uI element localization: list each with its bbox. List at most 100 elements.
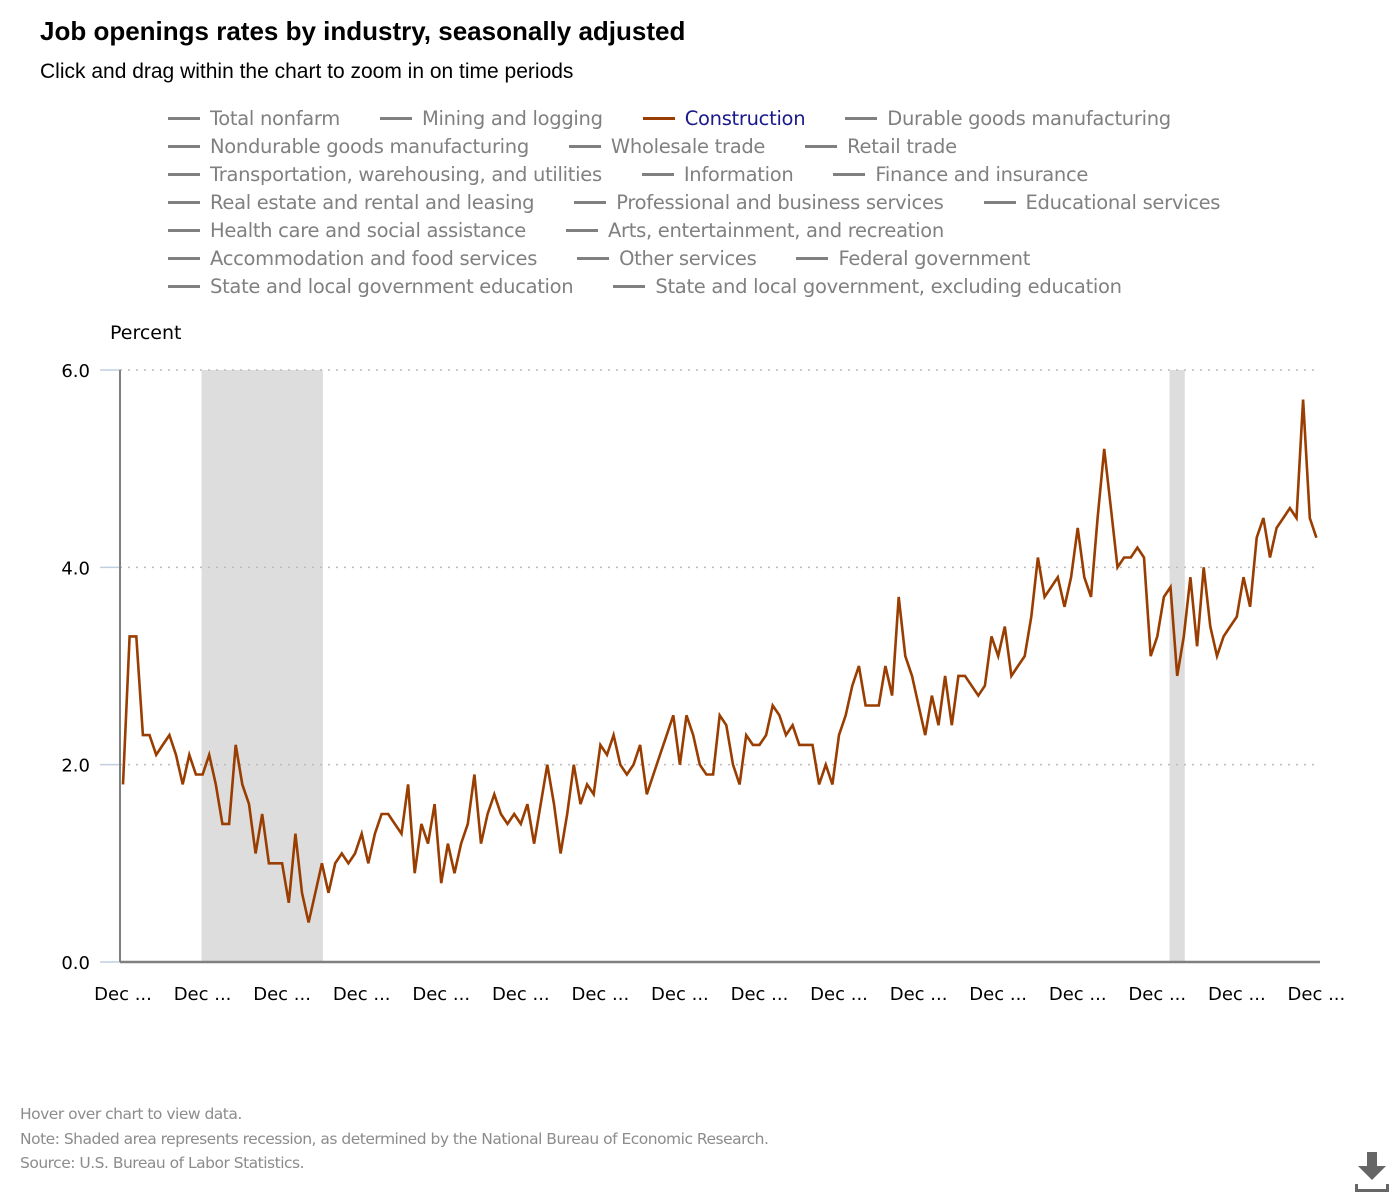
data-point[interactable] — [478, 841, 484, 847]
data-point[interactable] — [538, 801, 544, 807]
data-point[interactable] — [703, 772, 709, 778]
data-point[interactable] — [650, 772, 656, 778]
data-point[interactable] — [783, 732, 789, 738]
data-point[interactable] — [730, 762, 736, 768]
data-point[interactable] — [564, 811, 570, 817]
data-point[interactable] — [902, 653, 908, 659]
legend-item-accommodation-and-food-services[interactable]: Accommodation and food services — [168, 247, 537, 270]
data-point[interactable] — [617, 762, 623, 768]
data-point[interactable] — [670, 712, 676, 718]
data-point[interactable] — [1274, 525, 1280, 531]
legend-item-state-and-local-government-excluding-education[interactable]: State and local government, excluding ed… — [613, 275, 1122, 298]
legend-item-real-estate-and-rental-and-leasing[interactable]: Real estate and rental and leasing — [168, 191, 535, 214]
legend-item-health-care-and-social-assistance[interactable]: Health care and social assistance — [168, 219, 526, 242]
data-point[interactable] — [379, 811, 385, 817]
legend-item-transportation-warehousing-and-utilities[interactable]: Transportation, warehousing, and utiliti… — [168, 163, 602, 186]
data-point[interactable] — [1174, 673, 1180, 679]
data-point[interactable] — [213, 781, 219, 787]
data-point[interactable] — [286, 900, 292, 906]
data-point[interactable] — [756, 742, 762, 748]
data-point[interactable] — [385, 811, 391, 817]
data-point[interactable] — [869, 702, 875, 708]
data-point[interactable] — [432, 801, 438, 807]
data-point[interactable] — [120, 781, 126, 787]
data-point[interactable] — [684, 712, 690, 718]
data-point[interactable] — [352, 850, 358, 856]
data-point[interactable] — [1221, 633, 1227, 639]
data-point[interactable] — [292, 831, 298, 837]
legend-item-nondurable-goods-manufacturing[interactable]: Nondurable goods manufacturing — [168, 135, 529, 158]
data-point[interactable] — [359, 831, 365, 837]
data-point[interactable] — [1035, 554, 1041, 560]
data-point[interactable] — [624, 772, 630, 778]
data-point[interactable] — [942, 673, 948, 679]
data-point[interactable] — [1247, 604, 1253, 610]
data-point[interactable] — [345, 860, 351, 866]
data-point[interactable] — [485, 811, 491, 817]
data-point[interactable] — [1240, 574, 1246, 580]
data-point[interactable] — [1134, 545, 1140, 551]
legend-item-construction[interactable]: Construction — [642, 107, 806, 130]
data-point[interactable] — [677, 762, 683, 768]
data-point[interactable] — [1194, 643, 1200, 649]
legend-item-durable-goods-manufacturing[interactable]: Durable goods manufacturing — [845, 107, 1171, 130]
data-point[interactable] — [405, 781, 411, 787]
data-point[interactable] — [1068, 574, 1074, 580]
data-point[interactable] — [1095, 515, 1101, 521]
legend-item-arts-entertainment-and-recreation[interactable]: Arts, entertainment, and recreation — [565, 219, 944, 242]
data-point[interactable] — [929, 693, 935, 699]
data-point[interactable] — [1307, 515, 1313, 521]
data-point[interactable] — [1260, 515, 1266, 521]
data-point[interactable] — [1187, 574, 1193, 580]
data-point[interactable] — [233, 742, 239, 748]
data-point[interactable] — [710, 772, 716, 778]
data-point[interactable] — [180, 781, 186, 787]
legend-item-mining-and-logging[interactable]: Mining and logging — [379, 107, 603, 130]
data-point[interactable] — [1227, 624, 1233, 630]
data-point[interactable] — [770, 702, 776, 708]
line-chart[interactable]: Percent Dec ... Dec ... Dec ... Dec ... Dec … — [0, 310, 1400, 1030]
data-point[interactable] — [1048, 584, 1054, 590]
data-point[interactable] — [982, 683, 988, 689]
data-point[interactable] — [1061, 604, 1067, 610]
data-point[interactable] — [326, 890, 332, 896]
data-point[interactable] — [1108, 505, 1114, 511]
data-point[interactable] — [571, 762, 577, 768]
data-point[interactable] — [1022, 653, 1028, 659]
data-point[interactable] — [836, 732, 842, 738]
data-point[interactable] — [975, 693, 981, 699]
data-point[interactable] — [206, 752, 212, 758]
data-point[interactable] — [829, 781, 835, 787]
data-point[interactable] — [266, 860, 272, 866]
data-point[interactable] — [524, 801, 530, 807]
data-point[interactable] — [737, 781, 743, 787]
data-point[interactable] — [644, 791, 650, 797]
data-point[interactable] — [1015, 663, 1021, 669]
data-point[interactable] — [140, 732, 146, 738]
data-point[interactable] — [1201, 564, 1207, 570]
data-point[interactable] — [1101, 446, 1107, 452]
data-point[interactable] — [127, 633, 133, 639]
data-point[interactable] — [922, 732, 928, 738]
data-point[interactable] — [491, 791, 497, 797]
data-point[interactable] — [312, 890, 318, 896]
data-point[interactable] — [438, 880, 444, 886]
data-point[interactable] — [160, 742, 166, 748]
data-point[interactable] — [896, 594, 902, 600]
data-point[interactable] — [690, 732, 696, 738]
data-point[interactable] — [392, 821, 398, 827]
legend-item-total-nonfarm[interactable]: Total nonfarm — [168, 107, 340, 130]
data-point[interactable] — [372, 831, 378, 837]
data-point[interactable] — [418, 821, 424, 827]
data-point[interactable] — [1168, 584, 1174, 590]
data-point[interactable] — [1075, 525, 1081, 531]
data-point[interactable] — [717, 712, 723, 718]
data-point[interactable] — [1081, 574, 1087, 580]
data-point[interactable] — [505, 821, 511, 827]
data-point[interactable] — [1294, 515, 1300, 521]
data-point[interactable] — [955, 673, 961, 679]
data-point[interactable] — [657, 752, 663, 758]
data-point[interactable] — [796, 742, 802, 748]
data-point[interactable] — [863, 702, 869, 708]
data-point[interactable] — [843, 712, 849, 718]
